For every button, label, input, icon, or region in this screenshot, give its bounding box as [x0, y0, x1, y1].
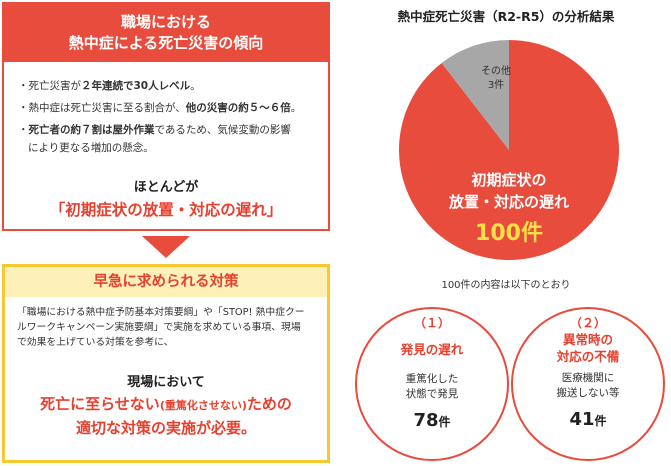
breakdown-1-count: 78件	[413, 410, 451, 431]
breakdown-2-title-line1: 異常時の	[562, 332, 613, 347]
measures-emph-line1: 現場において	[127, 375, 205, 390]
measures-title: 早急に求められる対策	[5, 267, 327, 297]
breakdown-1-title: 発見の遅れ	[400, 342, 464, 357]
breakdown-item-1: （１） 発見の遅れ 重篤化した 状態で発見 78件	[372, 314, 492, 431]
trend-bullet-2: ・熱中症は死亡災害に至る割合が、他の災害の約５～６倍。	[18, 102, 302, 114]
down-arrow-icon	[142, 236, 190, 258]
pie-slice-other	[441, 40, 509, 150]
breakdown-circle-2	[511, 307, 665, 461]
breakdown-2-title-line2: 対応の不備	[556, 349, 620, 364]
pie-label-main-line2: 放置・対応の遅れ	[448, 193, 569, 211]
breakdown-circles	[355, 307, 665, 461]
measures-body-line1: 「職場における熱中症予防基本対策要綱」や「STOP! 熱中症クー	[17, 307, 305, 318]
breakdown-circle-1	[355, 307, 509, 461]
trend-summary-line1: ほとんどが	[133, 180, 199, 195]
pie-label-main-value: 100件	[475, 221, 543, 246]
measures-emph-line2: 死亡に至らせない(重篤化させない)ための	[40, 395, 292, 413]
trend-header: 職場における 熱中症による死亡災害の傾向	[4, 4, 328, 62]
pie-label-main-line1: 初期症状の	[471, 171, 546, 189]
measures-body-line2: ルワークキャンペーン実施要綱」で実施を求めている事項、現場	[17, 322, 301, 333]
trend-bullet-3-cont: により更なる増加の懸念。	[28, 142, 154, 154]
pie-caption: 100件の内容は以下のとおり	[441, 280, 571, 291]
pie-chart: その他 3件 初期症状の 放置・対応の遅れ 100件	[399, 40, 619, 260]
breakdown-2-count: 41件	[569, 409, 607, 430]
measures-panel: 早急に求められる対策 「職場における熱中症予防基本対策要綱」や「STOP! 熱中…	[2, 264, 330, 463]
breakdown-2-desc-line2: 搬送しない等	[556, 387, 620, 399]
measures-emph-line3: 適切な対策の実施が必要。	[75, 419, 256, 437]
breakdown-1-desc-line2: 状態で発見	[405, 388, 459, 400]
trend-title-line2: 熱中症による死亡災害の傾向	[68, 34, 264, 52]
measures-body: 「職場における熱中症予防基本対策要綱」や「STOP! 熱中症クー ルワークキャン…	[17, 305, 317, 350]
trend-bullet-1: ・死亡災害が２年連続で30人レベル。	[18, 80, 201, 92]
pie-label-other-value: 3件	[488, 79, 504, 91]
breakdown-2-desc-line1: 医療機関に	[561, 372, 615, 384]
trend-summary-line2: 「初期症状の放置・対応の遅れ」	[49, 201, 283, 219]
breakdown-2-num: （２）	[569, 316, 606, 330]
measures-body-line3: で効果を上げている対策を参考に、	[17, 337, 174, 348]
breakdown-item-2: （２） 異常時の 対応の不備 医療機関に 搬送しない等 41件	[528, 314, 648, 430]
trend-panel: 職場における 熱中症による死亡災害の傾向 ・死亡災害が２年連続で30人レベル。 …	[2, 2, 330, 231]
trend-title-line1: 職場における	[120, 13, 211, 31]
breakdown-1-desc-line1: 重篤化した	[405, 373, 459, 385]
breakdown-1-num: （１）	[413, 316, 450, 330]
chart-title: 熱中症死亡災害（R2-R5）の分析結果	[397, 9, 615, 24]
trend-bullet-3: ・死亡者の約７割は屋外作業であるため、気候変動の影響	[18, 124, 291, 136]
pie-label-other-name: その他	[481, 64, 511, 77]
